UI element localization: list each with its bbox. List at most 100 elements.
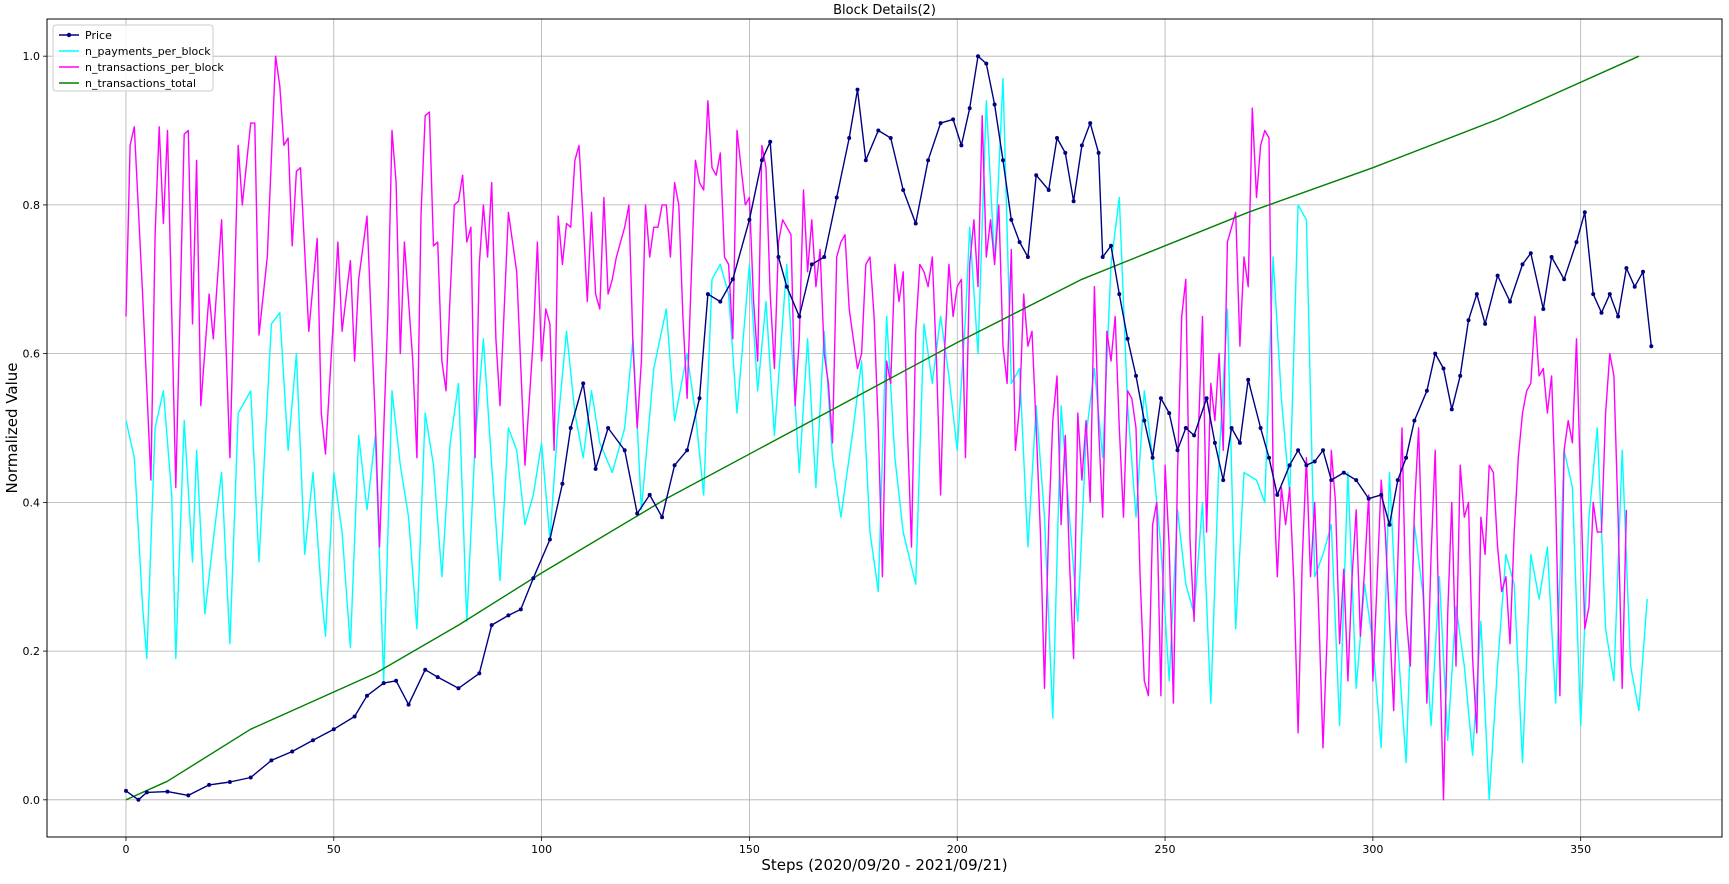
price-point bbox=[1641, 269, 1645, 274]
y-tick-label: 1.0 bbox=[23, 50, 41, 63]
price-point bbox=[759, 158, 764, 163]
price-point bbox=[1562, 277, 1567, 282]
price-point bbox=[1100, 255, 1105, 259]
price-point bbox=[207, 782, 212, 787]
price-point bbox=[1483, 321, 1488, 326]
price-point bbox=[381, 681, 386, 686]
x-tick-label: 350 bbox=[1570, 843, 1591, 856]
price-point bbox=[705, 292, 710, 297]
price-point bbox=[784, 284, 789, 289]
price-point bbox=[1474, 292, 1479, 297]
price-point bbox=[456, 686, 461, 691]
price-point bbox=[1063, 150, 1068, 155]
price-point bbox=[1329, 478, 1334, 483]
legend-label: n_transactions_total bbox=[85, 77, 196, 90]
y-tick-label: 0.2 bbox=[23, 645, 41, 658]
price-point bbox=[863, 158, 868, 163]
price-point bbox=[768, 139, 773, 144]
price-point bbox=[718, 299, 723, 304]
price-point bbox=[1192, 433, 1197, 438]
price-point bbox=[1616, 314, 1621, 319]
legend: Price n_payments_per_block n_transactions_… bbox=[52, 24, 224, 92]
price-point bbox=[938, 121, 943, 126]
price-point bbox=[1304, 463, 1309, 468]
price-point bbox=[1275, 492, 1280, 497]
price-point bbox=[1508, 299, 1512, 304]
price-point bbox=[1109, 243, 1113, 248]
price-point bbox=[489, 623, 494, 628]
price-point bbox=[165, 789, 170, 794]
price-point bbox=[423, 667, 428, 672]
price-point bbox=[1582, 210, 1587, 215]
plot-frame bbox=[46, 18, 1723, 838]
price-point bbox=[606, 426, 611, 430]
price-point bbox=[1046, 188, 1051, 192]
price-point bbox=[672, 463, 677, 468]
x-tick-label: 0 bbox=[122, 843, 129, 856]
price-point bbox=[1055, 136, 1059, 140]
price-point bbox=[1424, 388, 1429, 393]
legend-label: Price bbox=[85, 29, 112, 42]
price-point bbox=[1466, 318, 1471, 323]
x-axis-title: Steps (2020/09/20 - 2021/09/21) bbox=[761, 856, 1007, 874]
price-point bbox=[1312, 459, 1317, 464]
price-point bbox=[967, 106, 972, 111]
price-point bbox=[1258, 426, 1263, 430]
price-point bbox=[1321, 448, 1325, 453]
price-point bbox=[1088, 121, 1093, 126]
price-point bbox=[406, 702, 411, 707]
legend-label: n_transactions_per_block bbox=[85, 61, 224, 74]
price-point bbox=[186, 793, 191, 798]
price-point bbox=[1158, 396, 1163, 401]
x-tick-label: 150 bbox=[739, 843, 760, 856]
price-point bbox=[1354, 478, 1359, 483]
price-point bbox=[847, 136, 852, 140]
price-point bbox=[1624, 266, 1629, 271]
price-point bbox=[1221, 478, 1226, 483]
price-point bbox=[1079, 143, 1084, 148]
price-point bbox=[926, 158, 931, 163]
price-point bbox=[1549, 255, 1554, 259]
price-point bbox=[144, 790, 149, 795]
price-point bbox=[1607, 292, 1612, 297]
price-point bbox=[1404, 455, 1409, 460]
price-point bbox=[1017, 240, 1022, 245]
price-point bbox=[1237, 440, 1242, 445]
price-point bbox=[136, 797, 141, 802]
price-point bbox=[660, 515, 665, 520]
price-point bbox=[1632, 284, 1637, 289]
price-point bbox=[477, 671, 482, 676]
series-lines bbox=[124, 54, 1654, 802]
price-point bbox=[697, 396, 702, 401]
legend-label: n_payments_per_block bbox=[85, 45, 211, 58]
price-point bbox=[984, 61, 989, 66]
price-point bbox=[959, 143, 964, 148]
price-point bbox=[855, 87, 860, 92]
y-tick-label: 0.8 bbox=[23, 199, 41, 212]
price-point bbox=[560, 481, 565, 486]
price-point bbox=[1649, 344, 1654, 349]
price-point bbox=[797, 314, 802, 319]
price-point bbox=[1071, 199, 1076, 204]
price-point bbox=[568, 426, 573, 430]
price-point bbox=[394, 678, 399, 683]
y-tick-label: 0.4 bbox=[23, 496, 41, 509]
legend-box bbox=[52, 24, 214, 92]
price-point bbox=[1096, 150, 1101, 155]
price-point bbox=[1229, 426, 1234, 430]
price-point bbox=[685, 448, 690, 453]
price-point bbox=[809, 262, 814, 267]
price-point bbox=[269, 758, 274, 763]
x-tick-label: 300 bbox=[1362, 843, 1383, 856]
price-point bbox=[1441, 366, 1446, 371]
legend-marker bbox=[66, 32, 72, 38]
price-point bbox=[1175, 448, 1180, 453]
price-point bbox=[1001, 158, 1005, 163]
price-point bbox=[776, 255, 781, 259]
price-point bbox=[647, 492, 652, 497]
price-point bbox=[1134, 373, 1138, 378]
price-point bbox=[1387, 522, 1392, 527]
price-point bbox=[435, 675, 440, 680]
